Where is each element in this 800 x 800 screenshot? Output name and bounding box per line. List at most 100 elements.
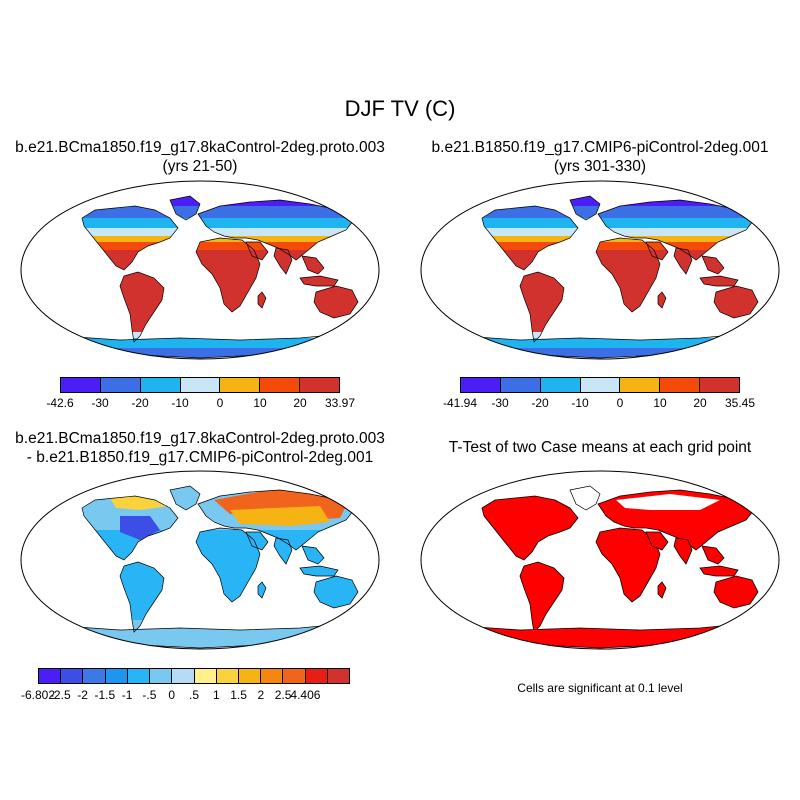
- figure-title: DJF TV (C): [344, 96, 456, 121]
- colorbar-swatch: [327, 669, 350, 683]
- coastline-australia: [313, 285, 359, 319]
- panel-2-colorbar-labels: -41.94 -30 -20 -10 0 10 20 35.45: [443, 396, 755, 412]
- warming-region: [230, 506, 330, 526]
- colorbar-tick-label: 20: [693, 396, 707, 410]
- panel-3-colorbar-labels: -6.802 -2.5 -2 -1.5 -1 -.5 0 .5 1 1.5 2 2.5 4.406: [21, 688, 350, 704]
- coastline-india: [673, 247, 693, 275]
- coastline-eurasia: [197, 199, 355, 261]
- colorbar-tick-label: -42.6: [46, 396, 74, 410]
- panel-3-map: [20, 470, 380, 650]
- colorbar-tick-label: 10: [653, 396, 667, 410]
- colorbar-swatch: [305, 669, 328, 683]
- coastline-seAsia: [301, 255, 325, 275]
- colorbar-tick-label: -6.802: [20, 688, 56, 702]
- coastline-africa: [595, 237, 661, 313]
- coastline-greenland: [169, 195, 201, 221]
- colorbar-tick-label: -1.5: [94, 688, 116, 702]
- temperature-band: [462, 206, 758, 218]
- coastline-southAmerica: [519, 271, 565, 343]
- coastline-northAmerica: [81, 495, 179, 561]
- significant-region-india: [673, 537, 693, 565]
- colorbar-swatch: [194, 669, 217, 683]
- colorbar-tick-label: 0: [616, 396, 624, 410]
- colorbar-swatch: [105, 669, 128, 683]
- significant-region-madagascar: [657, 581, 667, 599]
- temperature-band: [462, 196, 758, 206]
- colorbar-tick-label: -20: [531, 396, 549, 410]
- coastline-australia: [313, 575, 359, 609]
- colorbar-swatch: [238, 669, 262, 683]
- coastline-arabia: [245, 531, 269, 551]
- colorbar-tick-label: 2.5: [274, 688, 292, 702]
- temperature-band: [462, 242, 758, 250]
- panel-2-map: [420, 180, 780, 360]
- panel-3-colorbar: [38, 668, 350, 684]
- colorbar-tick-label: -30: [491, 396, 509, 410]
- coastline-africa: [195, 237, 261, 313]
- map-outline: [420, 470, 780, 650]
- coastline-eurasia: [197, 489, 355, 551]
- colorbar-swatch: [700, 378, 740, 392]
- panel-2-title-line1: b.e21.B1850.f19_g17.CMIP6-piControl-2deg…: [431, 139, 769, 156]
- colorbar-swatch: [172, 669, 195, 683]
- colorbar-tick-label: 2: [257, 688, 265, 702]
- significant-region-northAmerica: [481, 495, 579, 561]
- panel-3-title: b.e21.BCma1850.f19_g17.8kaControl-2deg.p…: [0, 429, 400, 467]
- significant-region-indonesia: [699, 565, 739, 577]
- temperature-band: [62, 196, 358, 206]
- temperature-band: [462, 218, 758, 228]
- colorbar-swatch: [180, 378, 221, 392]
- colorbar-tick-label: -10: [571, 396, 589, 410]
- panel-2-title-line2: (yrs 301-330): [553, 158, 647, 175]
- coastline-southAmerica: [119, 271, 165, 343]
- coastline-india: [273, 537, 293, 565]
- significant-region-arabia: [645, 531, 669, 551]
- colorbar-tick-label: -10: [171, 396, 189, 410]
- coastline-greenland: [569, 195, 601, 221]
- panel-1-title: b.e21.BCma1850.f19_g17.8kaControl-2deg.p…: [0, 138, 400, 176]
- colorbar-swatch: [261, 669, 284, 683]
- colorbar-swatch: [540, 378, 581, 392]
- panel-4-title-line1: T-Test of two Case means at each grid po…: [448, 439, 752, 456]
- colorbar-tick-label: 20: [293, 396, 307, 410]
- coastline-southAmerica: [119, 561, 165, 633]
- colorbar-swatch: [461, 378, 501, 392]
- panel-3-title-line2: - b.e21.B1850.f19_g17.CMIP6-piControl-2d…: [26, 449, 374, 466]
- temperature-band: [62, 236, 358, 242]
- temperature-band: [462, 348, 758, 358]
- map-outline: [20, 470, 380, 650]
- coastline-eurasia: [597, 199, 755, 261]
- temperature-band: [62, 250, 358, 332]
- temperature-band: [462, 338, 758, 348]
- coastline-madagascar: [257, 291, 267, 309]
- colorbar-swatch: [150, 669, 173, 683]
- panel-1-title-line1: b.e21.BCma1850.f19_g17.8kaControl-2deg.p…: [15, 139, 385, 156]
- temperature-band: [62, 218, 358, 228]
- colorbar-tick-label: 33.97: [324, 396, 356, 410]
- panel-2-title: b.e21.B1850.f19_g17.CMIP6-piControl-2deg…: [400, 138, 800, 176]
- coastline-seAsia: [301, 545, 325, 565]
- temperature-band: [462, 228, 758, 236]
- colorbar-swatch: [660, 378, 701, 392]
- coastline-northAmerica: [81, 205, 179, 271]
- panel-1-colorbar-labels: -42.6 -30 -20 -10 0 10 20 33.97: [46, 396, 355, 412]
- temperature-band: [62, 228, 358, 236]
- colorbar-swatch: [216, 669, 239, 683]
- colorbar-swatch: [39, 669, 62, 683]
- colorbar-tick-label: -2.5: [49, 688, 71, 702]
- coastline-indonesia: [699, 275, 739, 287]
- coastline-seAsia: [701, 255, 725, 275]
- panel-4-title: T-Test of two Case means at each grid po…: [400, 438, 800, 457]
- temperature-band: [462, 236, 758, 242]
- colorbar-tick-label: -.5: [142, 688, 157, 702]
- colorbar-tick-label: 1: [212, 688, 220, 702]
- colorbar-swatch: [83, 669, 106, 683]
- coastline-indonesia: [299, 275, 339, 287]
- temperature-band: [62, 206, 358, 218]
- panel-1-map: [20, 180, 380, 360]
- significant-region-australia: [713, 575, 759, 609]
- significant-region-antarctica: [460, 623, 743, 649]
- panel-1-title-line2: (yrs 21-50): [162, 158, 238, 175]
- colorbar-swatch: [61, 378, 101, 392]
- colorbar-tick-label: -41.94: [442, 396, 478, 410]
